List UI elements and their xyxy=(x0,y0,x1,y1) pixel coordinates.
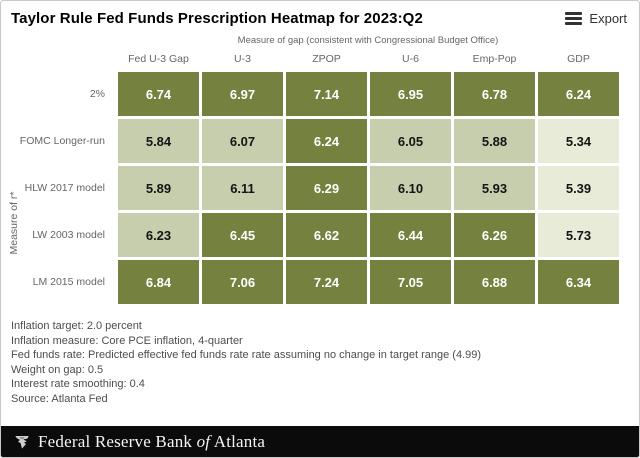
row-header: HLW 2017 model xyxy=(24,182,105,194)
fed-eagle-logo-icon xyxy=(15,435,29,449)
brand-name: Federal Reserve Bank of Atlanta xyxy=(38,431,266,451)
heatmap-area: Measure of r* Fed U-3 Gap U-3 ZPOP U-6 Emp-P… xyxy=(1,51,639,304)
heatmap-cell[interactable]: 6.24 xyxy=(538,72,619,116)
heatmap-cell[interactable]: 7.14 xyxy=(286,72,367,116)
export-label: Export xyxy=(589,11,627,26)
heatmap-cell[interactable]: 6.24 xyxy=(286,119,367,163)
heatmap-cell[interactable]: 5.73 xyxy=(538,213,619,257)
axis-corner-spacer xyxy=(1,51,115,69)
row-header: 2% xyxy=(89,88,105,100)
heatmap-cell[interactable]: 6.26 xyxy=(454,213,535,257)
row-header: LW 2003 model xyxy=(32,229,105,241)
row-header: LM 2015 model xyxy=(32,276,105,288)
heatmap-cell[interactable]: 7.05 xyxy=(370,260,451,304)
heatmap-cell[interactable]: 5.84 xyxy=(118,119,199,163)
heatmap-cell[interactable]: 5.34 xyxy=(538,119,619,163)
heatmap-cell[interactable]: 6.84 xyxy=(118,260,199,304)
column-header: ZPOP xyxy=(312,53,341,65)
heatmap-cell[interactable]: 5.88 xyxy=(454,119,535,163)
row-header: FOMC Longer-run xyxy=(19,135,105,147)
column-header: U-6 xyxy=(402,53,419,65)
heatmap-cell[interactable]: 6.74 xyxy=(118,72,199,116)
heatmap-cell[interactable]: 6.34 xyxy=(538,260,619,304)
heatmap-cell[interactable]: 6.05 xyxy=(370,119,451,163)
footnote-line: Inflation measure: Core PCE inflation, 4… xyxy=(11,334,243,347)
footnote-line: Interest rate smoothing: 0.4 xyxy=(11,378,145,390)
x-axis-title: Measure of gap (consistent with Congress… xyxy=(237,35,499,46)
heatmap-cell[interactable]: 6.44 xyxy=(370,213,451,257)
heatmap-cell[interactable]: 6.07 xyxy=(202,119,283,163)
heatmap-cell[interactable]: 7.24 xyxy=(286,260,367,304)
heatmap-cell[interactable]: 5.39 xyxy=(538,166,619,210)
heatmap-cell[interactable]: 7.06 xyxy=(202,260,283,304)
heatmap-cell[interactable]: 6.45 xyxy=(202,213,283,257)
heatmap-cell[interactable]: 6.29 xyxy=(286,166,367,210)
heatmap-cell[interactable]: 5.89 xyxy=(118,166,199,210)
export-button[interactable]: Export xyxy=(565,11,627,26)
page-title: Taylor Rule Fed Funds Prescription Heatm… xyxy=(11,10,423,27)
heatmap-cell[interactable]: 5.93 xyxy=(454,166,535,210)
footnote-line: Source: Atlanta Fed xyxy=(11,392,108,405)
chart-header: Taylor Rule Fed Funds Prescription Heatm… xyxy=(1,1,639,27)
heatmap-cell[interactable]: 6.62 xyxy=(286,213,367,257)
footer-brand-bar: Federal Reserve Bank of Atlanta xyxy=(1,426,639,457)
column-header: Fed U-3 Gap xyxy=(128,53,189,65)
heatmap-grid: Fed U-3 Gap U-3 ZPOP U-6 Emp-Pop GDP 2% 6.74 6.9… xyxy=(1,51,639,304)
heatmap-cell[interactable]: 6.10 xyxy=(370,166,451,210)
heatmap-cell[interactable]: 6.95 xyxy=(370,72,451,116)
y-axis-title: Measure of r* xyxy=(8,191,20,255)
hamburger-menu-icon xyxy=(565,12,583,25)
chart-footnotes: Inflation target: 2.0 percent Inflation m… xyxy=(1,304,639,406)
heatmap-cell[interactable]: 6.78 xyxy=(454,72,535,116)
column-header: U-3 xyxy=(234,53,251,65)
heatmap-cell[interactable]: 6.11 xyxy=(202,166,283,210)
footnote-line: Weight on gap: 0.5 xyxy=(11,363,104,376)
heatmap-cell[interactable]: 6.97 xyxy=(202,72,283,116)
column-header: GDP xyxy=(567,53,590,65)
heatmap-cell[interactable]: 6.23 xyxy=(118,213,199,257)
footnote-line: Inflation target: 2.0 percent xyxy=(11,320,142,332)
column-header: Emp-Pop xyxy=(472,53,517,65)
heatmap-cell[interactable]: 6.88 xyxy=(454,260,535,304)
footnote-line: Fed funds rate: Predicted effective fed … xyxy=(11,349,482,361)
